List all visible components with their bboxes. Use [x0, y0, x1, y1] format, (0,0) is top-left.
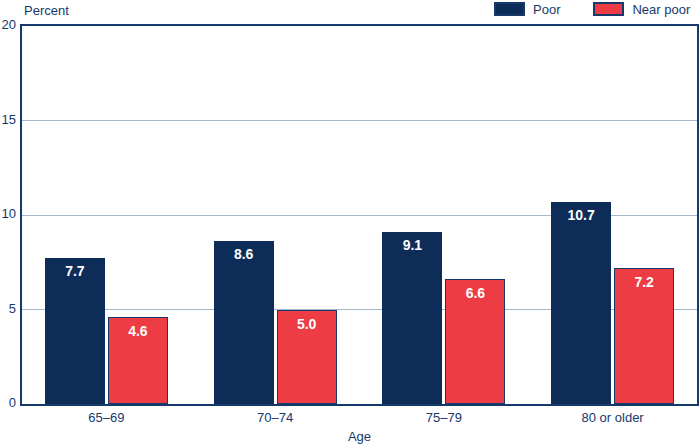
gridline-15 [22, 120, 697, 121]
bar-near-poor-65–69: 4.6 [108, 317, 168, 404]
bar-poor-75–79: 9.1 [382, 232, 442, 404]
x-axis-tick-labels: 65–6970–7475–7980 or older [22, 410, 697, 425]
legend: Poor Near poor [494, 2, 690, 16]
bar-value-label: 8.6 [214, 246, 274, 262]
y-tick-label-20: 20 [0, 17, 16, 33]
bar-chart: Percent Poor Near poor 7.7 4.6 8.6 5.0 9.1 6.6… [0, 0, 700, 447]
bar-value-label: 10.7 [551, 207, 611, 223]
bar-value-label: 7.7 [45, 263, 105, 279]
x-axis-title: Age [22, 429, 697, 444]
bar-poor-65–69: 7.7 [45, 258, 105, 404]
legend-swatch-poor [494, 2, 525, 16]
bar-near-poor-75–79: 6.6 [445, 279, 505, 404]
legend-label: Near poor [632, 2, 690, 17]
y-tick-label-10: 10 [0, 206, 16, 222]
x-tick-label: 75–79 [360, 410, 529, 425]
bar-poor-80 or older: 10.7 [551, 202, 611, 404]
y-tick-label-15: 15 [0, 112, 16, 128]
y-axis-title: Percent [24, 3, 69, 18]
x-tick-label: 80 or older [528, 410, 697, 425]
bar-near-poor-80 or older: 7.2 [614, 268, 674, 404]
bar-value-label: 5.0 [278, 316, 336, 332]
plot-area: 7.7 4.6 8.6 5.0 9.1 6.6 10.7 7.2 [20, 24, 699, 406]
legend-item-near-poor: Near poor [593, 2, 690, 17]
bar-value-label: 6.6 [446, 285, 504, 301]
legend-swatch-near-poor [593, 2, 624, 16]
bar-value-label: 7.2 [615, 274, 673, 290]
legend-item-poor: Poor [494, 2, 560, 17]
y-tick-label-5: 5 [0, 301, 16, 317]
bar-value-label: 9.1 [382, 237, 442, 253]
x-tick-label: 65–69 [22, 410, 191, 425]
legend-label: Poor [533, 2, 560, 17]
x-tick-label: 70–74 [191, 410, 360, 425]
bar-value-label: 4.6 [109, 323, 167, 339]
bar-near-poor-70–74: 5.0 [277, 310, 337, 405]
y-tick-label-0: 0 [0, 395, 16, 411]
bar-poor-70–74: 8.6 [214, 241, 274, 404]
